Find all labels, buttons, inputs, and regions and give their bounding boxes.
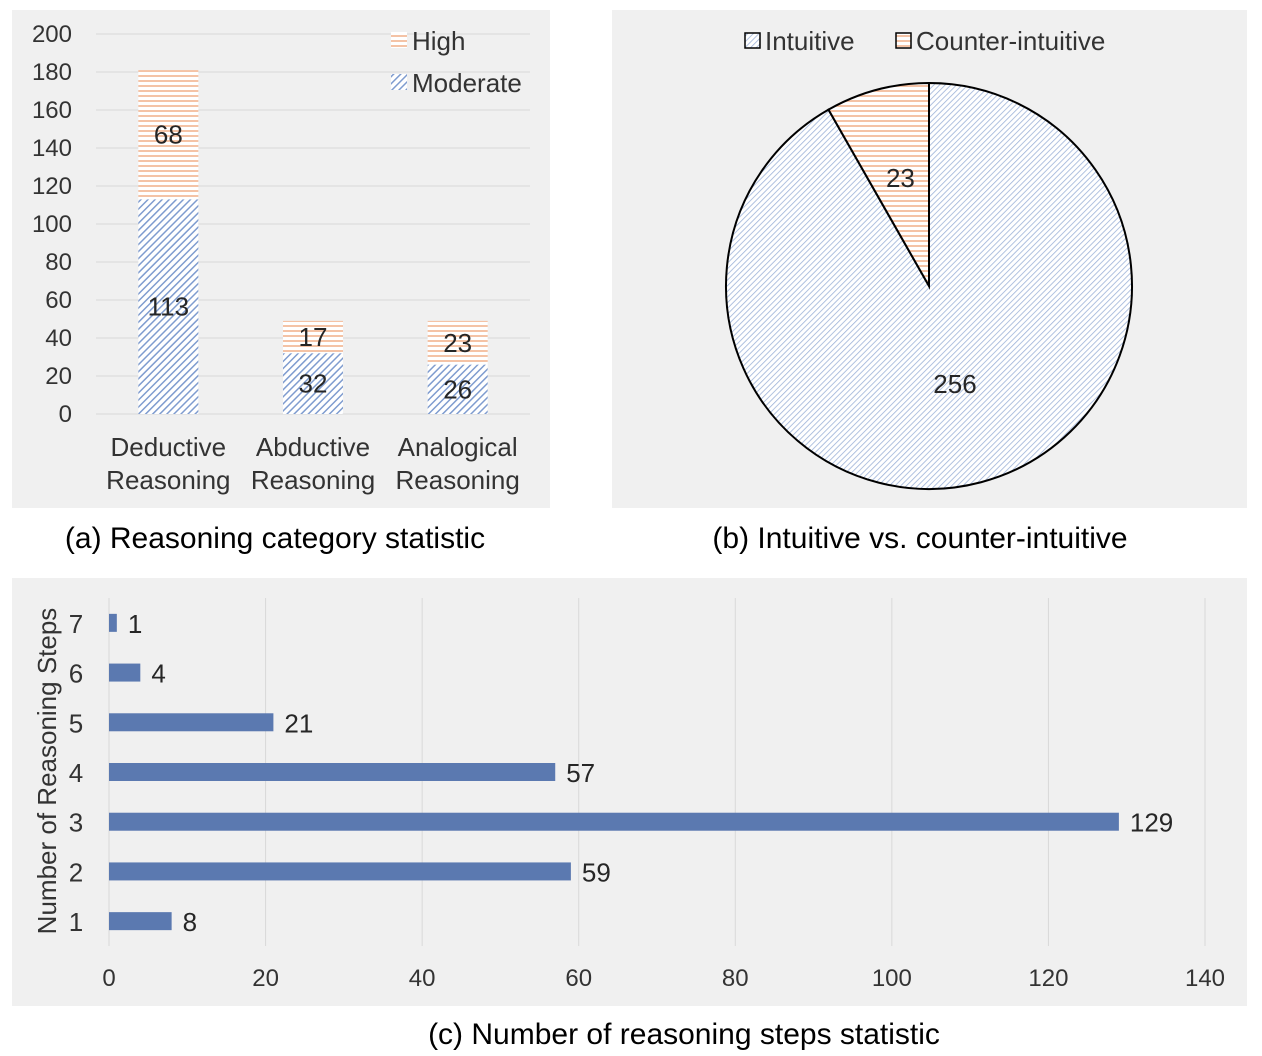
bar-high — [283, 320, 343, 354]
legend-swatch-high — [391, 32, 407, 48]
y-tick-label: 7 — [69, 609, 83, 639]
data-label: 21 — [284, 708, 313, 738]
y-tick-label: 60 — [45, 287, 72, 314]
y-tick-label: 0 — [59, 401, 72, 428]
bar-moderate — [283, 353, 343, 414]
data-label: 4 — [151, 659, 165, 689]
bar-steps-3 — [109, 812, 1119, 831]
data-label-high: 23 — [443, 328, 472, 358]
data-label: 129 — [1130, 808, 1173, 838]
category-label: Abductive — [256, 432, 370, 462]
chart-c-x-ticks: 0 20 40 60 80 100 120 140 — [102, 965, 1225, 992]
y-tick-label: 200 — [32, 21, 72, 48]
legend-swatch-moderate — [391, 74, 407, 90]
chart-b-pie: 256 23 — [725, 81, 1133, 490]
category-label: Reasoning — [396, 465, 520, 495]
bar-moderate — [138, 199, 199, 414]
category-label: Deductive — [111, 432, 227, 462]
pie-slice-counter-intuitive — [827, 81, 930, 290]
chart-b-legend: Intuitive Counter-intuitive — [744, 26, 1105, 56]
y-tick-label: 6 — [69, 659, 83, 689]
caption-c: (c) Number of reasoning steps statistic — [428, 1018, 940, 1051]
y-tick-label: 4 — [69, 758, 83, 788]
y-tick-label: 20 — [45, 363, 72, 390]
chart-c-y-ticks: 1 2 3 4 5 6 7 — [69, 609, 83, 937]
x-tick-label: 40 — [409, 965, 436, 992]
bar-steps-2 — [109, 862, 571, 881]
y-tick-label: 120 — [32, 173, 72, 200]
data-label-high: 17 — [299, 322, 328, 352]
pie-label-counter-intuitive: 23 — [886, 163, 915, 193]
x-tick-label: 140 — [1185, 965, 1225, 992]
chart-c-panel — [12, 578, 1247, 1006]
y-tick-label: 100 — [32, 211, 72, 238]
bar-steps-4 — [109, 763, 556, 781]
data-label-high: 68 — [154, 120, 183, 150]
legend-label-counter-intuitive: Counter-intuitive — [916, 26, 1105, 56]
data-label: 8 — [183, 907, 197, 937]
bar-steps-5 — [109, 713, 274, 732]
legend-label-moderate: Moderate — [412, 68, 522, 98]
x-tick-label: 20 — [252, 965, 279, 992]
chart-a: 0 20 40 60 80 100 120 140 160 180 200 113 68 32 17 26 2… — [12, 10, 550, 508]
caption-b: (b) Intuitive vs. counter-intuitive — [712, 522, 1127, 555]
chart-a-y-ticks: 0 20 40 60 80 100 120 140 160 180 200 — [32, 21, 72, 428]
x-tick-label: 120 — [1028, 965, 1068, 992]
y-tick-label: 140 — [32, 135, 72, 162]
y-tick-label: 1 — [69, 907, 83, 937]
x-tick-label: 60 — [565, 965, 592, 992]
chart-a-legend: High Moderate — [391, 26, 522, 98]
x-tick-label: 80 — [722, 965, 749, 992]
data-label: 1 — [128, 609, 142, 639]
x-tick-label: 0 — [102, 965, 115, 992]
bar-moderate — [427, 364, 488, 414]
y-tick-label: 80 — [45, 249, 72, 276]
category-label: Analogical — [398, 432, 518, 462]
y-tick-label: 5 — [69, 708, 83, 738]
data-label: 57 — [566, 758, 595, 788]
data-label-moderate: 32 — [299, 369, 328, 399]
y-tick-label: 40 — [45, 325, 72, 352]
data-label-moderate: 113 — [148, 292, 189, 322]
bar-high — [138, 70, 199, 200]
legend-label-intuitive: Intuitive — [765, 26, 855, 56]
legend-swatch-counter-intuitive — [895, 32, 912, 49]
y-tick-label: 180 — [32, 59, 72, 86]
pie-label-intuitive: 256 — [933, 369, 976, 399]
category-label: Reasoning — [106, 465, 230, 495]
y-tick-label: 2 — [69, 857, 83, 887]
chart-a-panel — [12, 10, 550, 508]
category-label: Reasoning — [251, 465, 375, 495]
bar-steps-7 — [109, 613, 117, 632]
legend-label-high: High — [412, 26, 465, 56]
chart-c-y-axis-title: Number of Reasoning Steps — [32, 608, 62, 935]
chart-a-bars: 113 68 32 17 26 23 — [138, 70, 488, 414]
y-tick-label: 3 — [69, 808, 83, 838]
bar-steps-1 — [109, 912, 172, 931]
data-label-moderate: 26 — [443, 374, 472, 404]
bar-high — [427, 320, 488, 365]
caption-a: (a) Reasoning category statistic — [65, 522, 485, 555]
bar-steps-6 — [109, 663, 141, 682]
y-tick-label: 160 — [32, 97, 72, 124]
chart-c-bars: 8 59 129 57 21 41 — [109, 609, 1173, 937]
legend-swatch-intuitive — [744, 32, 761, 49]
x-tick-label: 100 — [872, 965, 912, 992]
data-label: 59 — [582, 857, 611, 887]
chart-a-category-labels: DeductiveReasoningAbductiveReasoningAnal… — [106, 432, 520, 495]
chart-b: 256 23 Intuitive Counter-intuitive — [612, 10, 1247, 508]
